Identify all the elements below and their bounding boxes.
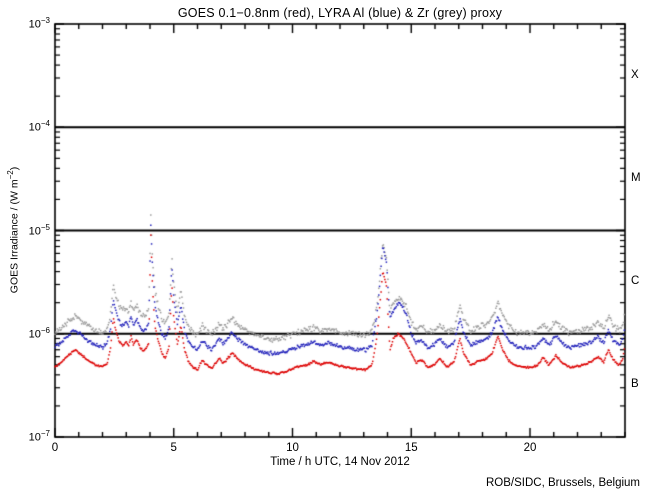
flare-class-label-b: B (631, 378, 639, 391)
y-tick-label: 10−5 (28, 222, 50, 238)
flare-class-label-c: C (631, 275, 640, 288)
x-tick-label: 0 (51, 442, 59, 454)
y-tick-label: 10−7 (28, 429, 50, 444)
y-axis-title-close: ) (8, 166, 21, 171)
y-tick-label: 10−6 (28, 325, 50, 341)
x-tick-label: 5 (170, 442, 177, 454)
flare-class-label-m: M (631, 171, 641, 184)
x-tick-label: 10 (286, 442, 299, 454)
y-tick-label: 10−4 (28, 119, 50, 134)
x-tick-label: 20 (523, 442, 537, 454)
flare-class-label-x: X (631, 68, 639, 81)
y-axis-title-exponent: −2 (5, 170, 15, 180)
chart-title: GOES 0.1−0.8nm (red), LYRA Al (blue) & Z… (177, 6, 503, 20)
y-tick-label: 10−3 (28, 16, 50, 31)
credit-text: ROB/SIDC, Brussels, Belgium (485, 477, 640, 489)
x-tick-label: 15 (404, 442, 418, 454)
x-axis-title: Time / h UTC, 14 Nov 2012 (270, 456, 410, 468)
